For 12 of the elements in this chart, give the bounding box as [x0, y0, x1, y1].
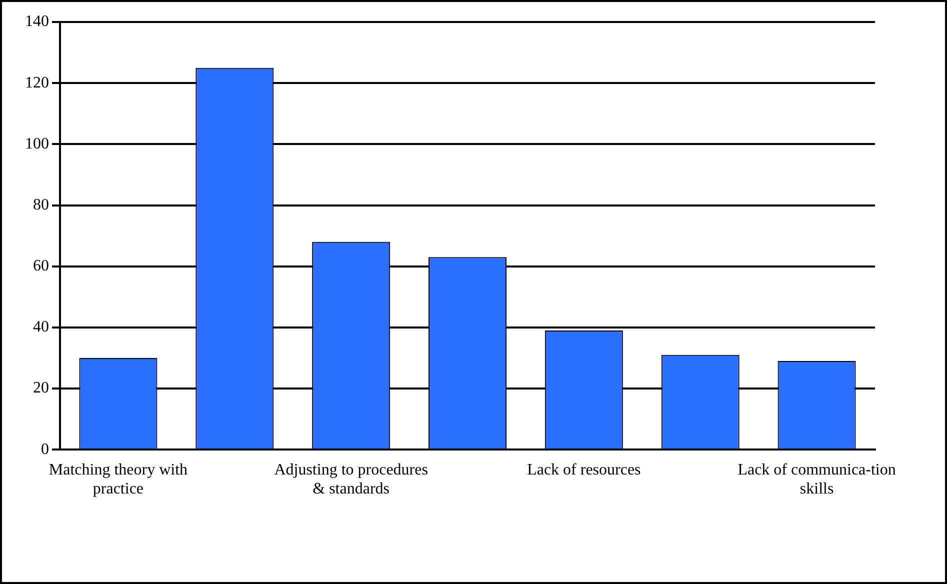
y-tick-label: 60 [33, 258, 49, 275]
y-tick-label: 20 [33, 380, 49, 397]
y-tick-label: 100 [25, 135, 49, 152]
y-tick-label: 0 [41, 440, 49, 458]
x-tick-label: Matching theory with practice [48, 461, 188, 498]
x-tick-label: Adjusting to procedures & standards [274, 461, 428, 498]
x-tick-label: Lack of resources [527, 461, 641, 478]
y-tick-label: 80 [33, 196, 49, 214]
y-tick-label: 140 [25, 13, 49, 30]
y-tick-label: 120 [25, 74, 49, 92]
y-tick-label: 40 [33, 318, 49, 336]
x-tick-label: Lack of communica-tion skills [738, 461, 896, 498]
